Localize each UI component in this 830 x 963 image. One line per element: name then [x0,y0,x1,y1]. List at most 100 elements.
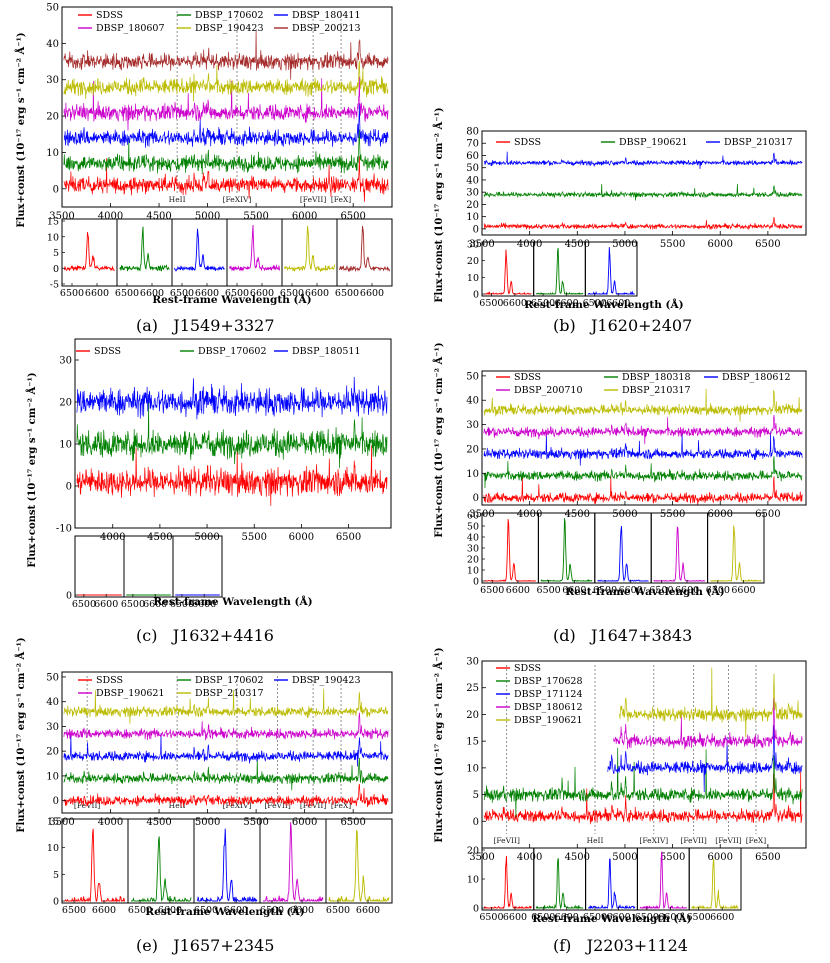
inset-frame-1 [116,218,173,287]
caption-b: (b) J1620+2407 [553,316,693,335]
inset-4: 6500 6600 [706,512,765,596]
inset-line-0 [484,249,532,295]
legend-label-1: DBSP_170628 [514,676,583,687]
caption-d: (d) J1647+3843 [553,626,693,645]
y-tick-label-0: 0 [53,184,59,195]
inset-y-tick-label-3: 30 [467,544,479,555]
series-line-1 [63,129,389,175]
line-label-1: HeII [587,836,604,845]
legend-label-1: DBSP_170602 [198,346,267,357]
y-tick-label-3: 20 [59,398,72,409]
legend-label-2: DBSP_180511 [292,346,361,357]
inset-x-tick-label-1: 6600 [503,912,527,923]
x-tick-label-3: 5000 [612,852,637,863]
series-line-2 [483,431,803,466]
x-tick-label-2: 4500 [565,239,590,250]
inset-line-3 [639,851,687,910]
plot-frame [61,671,393,814]
y-tick-label-2: 10 [59,440,72,451]
inset-x-tick-label-1: 6600 [506,585,530,596]
y-tick-label-7: 70 [466,139,479,150]
x-axis-label: Rest-frame Wavelength (Å) [152,292,311,306]
inset-frame-4 [281,218,338,287]
panel-b: 3500 4000 4500 5000 5500 6000 6500010203040506… [433,107,807,311]
y-axis-label: Flux+const (10⁻¹⁷ erg s⁻¹ cm⁻² Å⁻¹) [433,342,445,537]
legend-label-0: SDSS [96,675,123,686]
inset-x-tick-label-0: 6500 [260,905,284,916]
x-tick-label-4: 5500 [243,817,268,828]
y-tick-label-1: 10 [46,148,59,159]
series-line-1 [483,747,803,818]
series-line-1 [483,456,803,489]
inset-x-tick-label-1: 6600 [360,288,384,299]
inset-x-tick-label-1: 6600 [224,905,248,916]
inset-x-tick-label-0: 6500 [531,912,555,923]
inset-line-3 [263,822,324,903]
x-tick-label-1: 4000 [98,817,123,828]
x-tick-label-6: 6500 [755,852,780,863]
legend-label-3: DBSP_180607 [96,23,165,34]
x-tick-label-3: 5000 [612,239,637,250]
inset-frame-1 [123,535,174,598]
x-tick-label-6: 6500 [755,509,780,520]
x-tick-label-3: 5000 [195,211,220,222]
y-tick-label-1: 5 [473,790,479,801]
legend-label-4: DBSP_210317 [622,385,691,396]
inset-x-tick-label-1: 6600 [195,288,219,299]
x-tick-label-4: 5500 [660,852,685,863]
legend-label-0: SDSS [514,137,541,148]
y-axis-label: Flux+const (10⁻¹⁷ erg s⁻¹ cm⁻² Å⁻¹) [15,637,27,832]
x-tick-label-4: 5500 [660,509,685,520]
inset-y-tick-label-0: 0 [66,591,72,602]
inset-y-tick-label-4: 40 [467,533,479,544]
y-tick-label-2: 20 [466,200,479,211]
y-tick-label-6: 60 [466,151,479,162]
line-label-2: [FeXIV] [639,836,668,845]
series-line-0 [483,474,803,505]
x-tick-label-0: 3500 [49,211,74,222]
inset-line-1 [540,518,593,582]
caption-f: (f) J2203+1124 [553,936,688,955]
plot-frame [61,6,393,208]
inset-x-tick-label-0: 6500 [72,599,96,610]
inset-1: 6500 6600 [127,818,195,916]
inset-frame-2 [172,535,223,598]
line-label-5: [FeX] [331,801,351,810]
inset-x-tick-label-0: 6500 [194,905,218,916]
y-tick-label-1: 0 [66,482,72,493]
x-tick-label-4: 5500 [660,239,685,250]
x-tick-label-6: 6500 [340,211,365,222]
series-line-3 [483,414,803,445]
series-line-1 [76,401,388,469]
y-tick-label-3: 30 [466,420,479,431]
inset-x-tick-label-0: 6500 [531,298,555,309]
y-tick-label-4: 30 [59,356,72,367]
x-tick-label-4: 6000 [289,532,314,543]
x-tick-label-6: 6500 [755,239,780,250]
series-group [63,30,389,202]
inset-3: 6500 6600 [259,818,327,916]
y-tick-label-3: 30 [46,75,59,86]
x-tick-label-3: 5000 [195,817,220,828]
legend-label-4: DBSP_190621 [514,715,583,726]
x-tick-label-6: 6500 [340,817,365,828]
line-label-1: [FeXIV] [223,195,252,204]
y-tick-label-5: 50 [466,371,479,382]
inset-x-tick-label-0: 6500 [479,912,503,923]
panel-e: [FeVII] HeII [FeXIV] [FeVII] [FeVII] [FeX]350… [15,637,393,918]
inset-3: 6500 6600 [649,512,709,596]
series-line-4 [63,688,389,724]
inset-3: 6500 6600 [225,218,283,299]
series-line-4 [618,667,803,738]
inset-x-tick-label-1: 6600 [731,585,755,596]
inset-x-tick-label-0: 6500 [479,298,503,309]
series-line-3 [613,698,803,750]
x-axis-label: Rest-frame Wavelength (Å) [532,911,691,925]
line-label-3: [FeVII] [264,801,290,810]
inset-x-tick-label-1: 6600 [140,288,164,299]
y-tick-label-5: 50 [46,672,59,683]
